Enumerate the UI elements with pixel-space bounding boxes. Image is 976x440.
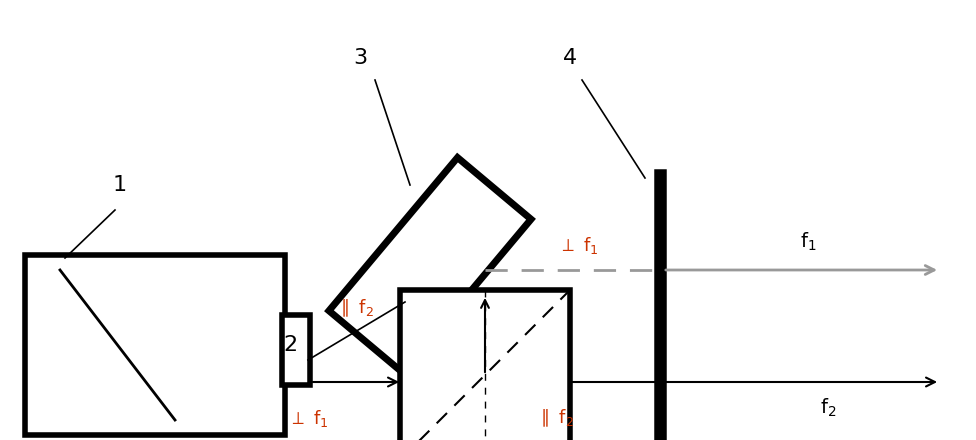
- Polygon shape: [282, 315, 310, 385]
- Text: f$_2$: f$_2$: [820, 397, 836, 419]
- Text: $\perp$ f$_1$: $\perp$ f$_1$: [288, 407, 328, 429]
- Text: 4: 4: [563, 48, 577, 68]
- Polygon shape: [400, 290, 570, 440]
- Text: $\parallel$ f$_2$: $\parallel$ f$_2$: [537, 407, 574, 429]
- Polygon shape: [329, 158, 531, 372]
- Text: $\parallel$ f$_2$: $\parallel$ f$_2$: [337, 297, 374, 319]
- Text: 2: 2: [283, 335, 297, 355]
- Text: 1: 1: [113, 175, 127, 195]
- Text: $\perp$ f$_1$: $\perp$ f$_1$: [557, 235, 598, 256]
- Text: f$_1$: f$_1$: [800, 231, 817, 253]
- Polygon shape: [25, 255, 285, 435]
- Text: 3: 3: [353, 48, 367, 68]
